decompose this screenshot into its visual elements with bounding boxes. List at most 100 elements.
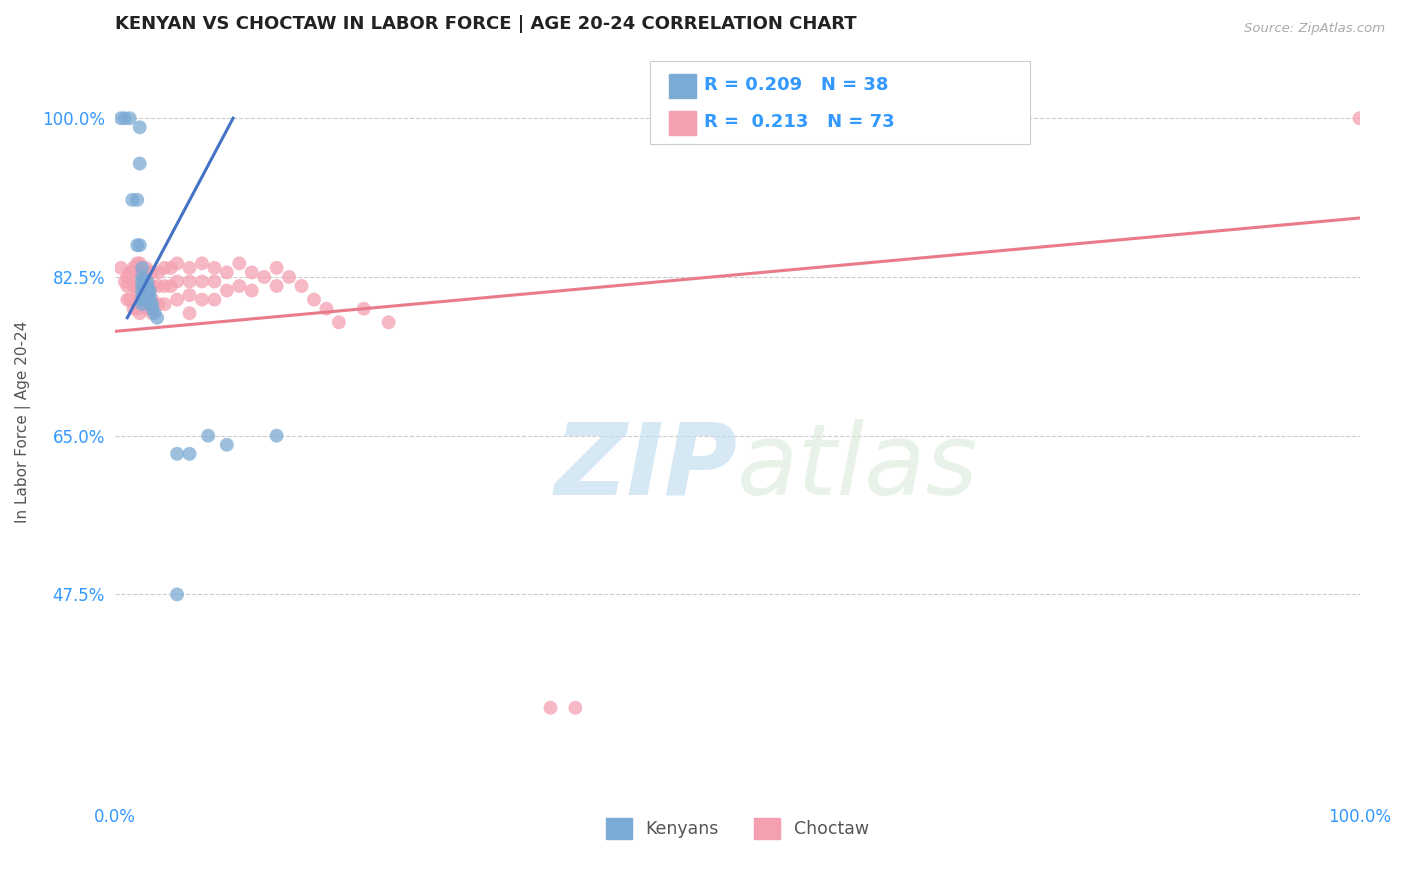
Point — [131, 284, 153, 298]
Point — [131, 260, 153, 275]
Point — [128, 279, 150, 293]
Point — [141, 265, 163, 279]
Point — [110, 112, 132, 126]
Point — [131, 275, 153, 289]
Text: ZIP: ZIP — [554, 418, 737, 516]
Point — [138, 301, 160, 316]
Point — [117, 269, 139, 284]
Point — [179, 447, 201, 461]
Point — [160, 260, 183, 275]
Point — [302, 293, 325, 307]
Point — [121, 193, 143, 207]
Point — [135, 288, 157, 302]
Point — [118, 112, 141, 126]
Text: R = 0.209   N = 38: R = 0.209 N = 38 — [703, 76, 889, 94]
Point — [179, 260, 201, 275]
Point — [122, 260, 145, 275]
Point — [134, 288, 156, 302]
Point — [127, 284, 149, 298]
Point — [117, 293, 139, 307]
Point — [128, 293, 150, 307]
FancyBboxPatch shape — [650, 61, 1029, 144]
Point — [127, 269, 149, 284]
Point — [215, 284, 238, 298]
Point — [138, 279, 160, 293]
Point — [191, 256, 214, 270]
Point — [166, 293, 188, 307]
Point — [131, 275, 153, 289]
Point — [240, 284, 263, 298]
Bar — [669, 73, 696, 97]
Point — [148, 265, 170, 279]
Point — [141, 301, 163, 316]
Point — [127, 193, 149, 207]
Point — [166, 256, 188, 270]
Point — [153, 279, 176, 293]
Point — [122, 279, 145, 293]
Point — [240, 265, 263, 279]
Point — [131, 297, 153, 311]
Point — [564, 700, 586, 714]
Text: R =  0.213   N = 73: R = 0.213 N = 73 — [703, 113, 894, 131]
Point — [179, 275, 201, 289]
Point — [128, 265, 150, 279]
Point — [135, 275, 157, 289]
Point — [127, 256, 149, 270]
Point — [266, 260, 288, 275]
Point — [136, 284, 159, 298]
Point — [128, 120, 150, 135]
Point — [215, 265, 238, 279]
Point — [153, 297, 176, 311]
Point — [135, 301, 157, 316]
Point — [131, 269, 153, 284]
Point — [114, 112, 136, 126]
Point — [315, 301, 337, 316]
Point — [197, 428, 219, 442]
Point — [110, 260, 132, 275]
Point — [131, 297, 153, 311]
Point — [138, 265, 160, 279]
Bar — [669, 112, 696, 136]
Point — [328, 315, 350, 329]
Y-axis label: In Labor Force | Age 20-24: In Labor Force | Age 20-24 — [15, 321, 31, 524]
Text: KENYAN VS CHOCTAW IN LABOR FORCE | AGE 20-24 CORRELATION CHART: KENYAN VS CHOCTAW IN LABOR FORCE | AGE 2… — [115, 15, 856, 33]
Point — [114, 275, 136, 289]
Point — [134, 279, 156, 293]
Point — [141, 293, 163, 307]
Point — [266, 279, 288, 293]
Point — [141, 297, 163, 311]
Point — [166, 447, 188, 461]
Point — [179, 288, 201, 302]
Point — [202, 293, 225, 307]
Legend: Kenyans, Choctaw: Kenyans, Choctaw — [599, 811, 876, 847]
Point — [1348, 112, 1371, 126]
Point — [138, 288, 160, 302]
Point — [117, 279, 139, 293]
Point — [134, 293, 156, 307]
Point — [118, 293, 141, 307]
Point — [278, 269, 301, 284]
Text: atlas: atlas — [737, 418, 979, 516]
Point — [215, 438, 238, 452]
Point — [228, 279, 250, 293]
Point — [136, 279, 159, 293]
Point — [131, 284, 153, 298]
Point — [143, 306, 166, 320]
Point — [134, 284, 156, 298]
Point — [191, 293, 214, 307]
Point — [166, 587, 188, 601]
Point — [138, 284, 160, 298]
Point — [166, 275, 188, 289]
Point — [134, 275, 156, 289]
Point — [128, 238, 150, 252]
Point — [191, 275, 214, 289]
Point — [202, 275, 225, 289]
Point — [290, 279, 312, 293]
Point — [128, 256, 150, 270]
Point — [128, 156, 150, 170]
Point — [135, 260, 157, 275]
Point — [353, 301, 375, 316]
Point — [131, 293, 153, 307]
Point — [202, 260, 225, 275]
Point — [128, 306, 150, 320]
